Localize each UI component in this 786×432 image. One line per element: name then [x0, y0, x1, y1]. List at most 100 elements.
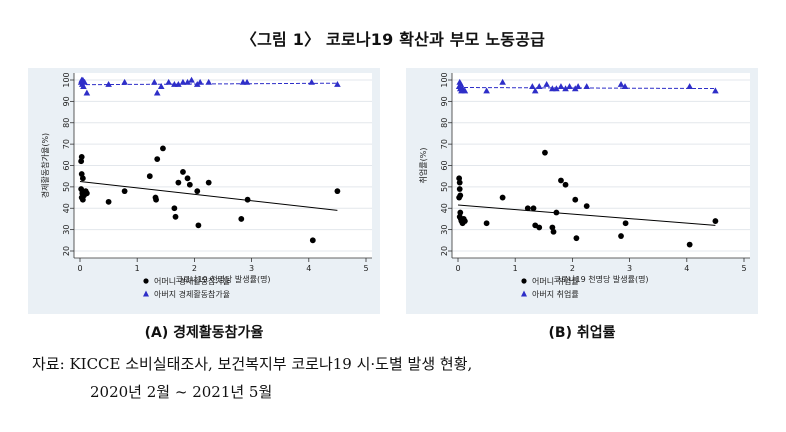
data-point	[461, 87, 469, 94]
data-point	[573, 235, 580, 242]
y-tick-label: 50	[440, 182, 449, 192]
data-point	[154, 156, 161, 162]
data-point	[483, 87, 490, 94]
data-point	[80, 83, 87, 90]
y-tick-label: 20	[62, 246, 71, 256]
data-point	[171, 205, 178, 212]
x-tick-label: 5	[363, 264, 368, 273]
x-tick-label: 4	[306, 264, 311, 273]
y-tick-label: 70	[62, 139, 71, 149]
data-point	[621, 83, 629, 90]
data-point	[180, 169, 186, 175]
data-point	[157, 83, 165, 90]
data-point	[542, 149, 548, 156]
data-point	[483, 220, 490, 227]
data-point	[83, 190, 90, 197]
data-point	[461, 218, 468, 224]
legend-label: 아버지 경제활동참가율	[154, 289, 230, 299]
data-point	[572, 196, 579, 203]
data-point	[186, 181, 193, 188]
x-tick-label: 2	[570, 264, 575, 273]
chart-b-svg: 20 30 40 50 60 70 80 90 100 0 1 2 3 4 5 코로나19 천명당 발생률(명…	[406, 68, 758, 314]
source-note: 자료: KICCE 소비실태조사, 보건복지부 코로나19 시·도별 발생 현황…	[32, 350, 472, 406]
data-point	[238, 216, 245, 222]
data-point	[686, 83, 693, 90]
data-point	[146, 173, 153, 180]
data-point	[78, 158, 85, 165]
y-tick-label: 90	[440, 96, 449, 106]
data-point	[184, 175, 191, 182]
data-point	[712, 218, 719, 224]
y-tick-label: 60	[440, 160, 449, 170]
chart-panel-b: 20 30 40 50 60 70 80 90 100 0 1 2 3 4 5 코로나19 천명당 발생률(명…	[406, 68, 758, 314]
series-1	[78, 145, 341, 244]
data-point	[184, 78, 191, 85]
trend-line	[457, 204, 716, 226]
data-point	[79, 175, 86, 182]
data-point	[456, 186, 463, 192]
y-tick-label: 60	[62, 160, 71, 170]
x-tick-label: 3	[627, 264, 632, 273]
data-point	[712, 87, 719, 94]
legend-marker	[521, 278, 527, 284]
data-point	[160, 145, 166, 152]
data-point	[334, 80, 341, 87]
data-point	[550, 228, 557, 235]
x-tick-label: 0	[455, 264, 460, 273]
data-point	[583, 203, 590, 210]
data-point	[618, 233, 624, 239]
legend-marker	[143, 290, 149, 297]
y-tick-label: 80	[62, 118, 71, 128]
data-point	[334, 188, 341, 195]
data-point	[530, 205, 537, 212]
data-point	[165, 78, 172, 85]
data-point	[179, 78, 187, 85]
x-tick-label: 1	[513, 264, 518, 273]
data-point	[153, 89, 161, 96]
data-point	[175, 179, 182, 186]
data-point	[83, 89, 91, 96]
data-point	[244, 196, 251, 203]
data-point	[205, 78, 212, 85]
data-point	[121, 78, 128, 85]
data-point	[121, 188, 128, 195]
y-tick-label: 50	[62, 182, 71, 192]
y-tick-label: 30	[62, 225, 71, 235]
y-tick-label: 100	[440, 72, 449, 87]
x-axis-label: 코로나19 천명당 발생률(명)	[175, 274, 270, 284]
y-tick-label: 80	[440, 118, 449, 128]
y-tick-label: 70	[440, 139, 449, 149]
chart-b-caption: (B) 취업률	[548, 325, 616, 341]
chart-a-svg: 20 30 40 50 60 70 80 90 100 0 1 2 3 4 5 코로나19 천명당 발생률(명…	[28, 68, 380, 314]
data-point	[456, 175, 463, 182]
data-point	[617, 80, 625, 87]
x-tick-label: 0	[77, 264, 82, 273]
x-tick-label: 4	[684, 264, 689, 273]
data-point	[531, 87, 539, 94]
x-tick-label: 1	[135, 264, 140, 273]
y-tick-label: 90	[62, 96, 71, 106]
data-point	[309, 237, 316, 244]
y-tick-label: 40	[62, 203, 71, 213]
data-point	[194, 188, 201, 195]
data-point	[205, 179, 212, 186]
x-tick-label: 5	[741, 264, 746, 273]
series-1	[456, 149, 719, 248]
legend-label: 아버지 취업률	[532, 289, 579, 299]
trend-line	[457, 86, 716, 90]
trend-line	[79, 82, 338, 86]
series-2	[77, 76, 341, 96]
data-point	[188, 76, 195, 83]
data-point	[562, 181, 569, 188]
y-tick-label: 40	[440, 203, 449, 213]
data-point	[153, 196, 159, 203]
chart-panel-a: 20 30 40 50 60 70 80 90 100 0 1 2 3 4 5 코로나19 천명당 발생률(명…	[28, 68, 380, 314]
data-point	[78, 154, 85, 160]
legend-marker	[143, 278, 149, 284]
x-tick-label: 3	[249, 264, 254, 273]
series-2	[455, 78, 719, 94]
y-tick-label: 20	[440, 246, 449, 256]
data-point	[536, 224, 543, 231]
data-point	[499, 194, 506, 201]
